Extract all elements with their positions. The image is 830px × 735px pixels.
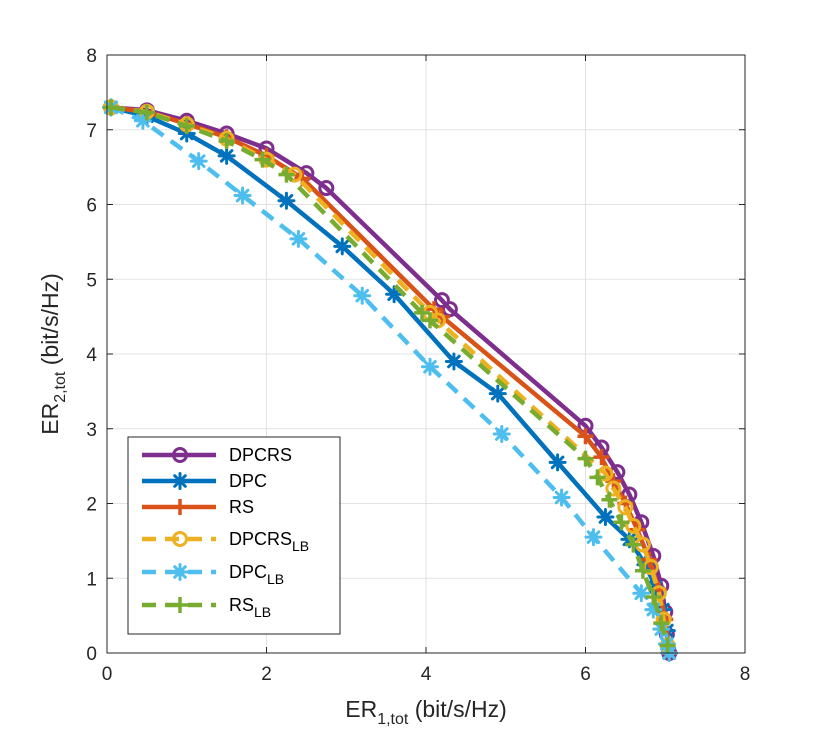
x-tick-label: 2 [261,664,272,685]
x-tick-label: 0 [102,664,113,685]
data-point-dpc-lb [353,286,372,305]
data-point-dpc-lb [133,111,152,130]
data-point-rs-lb [653,615,670,632]
data-point-dpcrs [433,292,450,309]
legend-marker [171,472,189,490]
x-tick-label: 4 [421,664,432,685]
data-point-dpc [385,285,404,304]
y-tick-label: 5 [86,270,97,291]
data-point-dpc [217,146,236,165]
legend-item-dpc: DPC [142,471,267,491]
data-point-rs-lb [659,637,676,654]
data-point-rs-lb [601,491,618,508]
legend-item-dpcrs: DPCRS [142,445,292,465]
legend-label: DPCRSLB [229,529,309,554]
legend-item-rs-lb: RSLB [142,595,271,620]
data-point-dpcrs [318,180,335,197]
y-tick-label: 4 [86,345,97,366]
y-axis-label: ER2,tot (bit/s/Hz) [37,273,69,434]
legend-marker [172,531,188,547]
data-point-rs [593,449,610,466]
data-point-rs-lb [218,132,235,149]
data-point-rs-lb [138,104,155,121]
data-point-dpc-lb [492,424,511,443]
y-tick-label: 2 [86,495,97,516]
x-tick-label: 6 [580,664,591,685]
legend-marker [172,447,188,463]
data-point-rs-lb [634,562,651,579]
data-point-rs-lb [625,536,642,553]
data-point-rs-lb [589,469,606,486]
data-point-rs-lb [577,450,594,467]
y-tick-label: 6 [86,196,97,217]
legend-label: DPCRS [229,445,292,465]
data-point-dpc [596,507,615,526]
data-point-dpc [444,352,463,371]
data-point-dpc-lb [584,528,603,547]
data-point-rs-lb [613,514,630,531]
x-axis-label: ER1,tot (bit/s/Hz) [345,696,506,728]
data-point-dpc [277,191,296,210]
data-point-dpc-lb [289,229,308,248]
y-tick-label: 8 [86,46,97,67]
y-tick-label: 1 [86,569,97,590]
series-layer [101,98,679,662]
legend-label: RS [229,497,254,517]
legend-label: DPCLB [229,562,284,587]
data-point-dpcrs-lb [605,480,622,497]
legend-label: RSLB [229,595,271,620]
data-point-dpc-lb [189,152,208,171]
data-point-rs-lb [102,99,119,116]
data-point-dpc-lb [233,186,252,205]
series-rs-lb [102,99,676,654]
x-tick-label: 8 [740,664,751,685]
y-tick-label: 3 [86,420,97,441]
y-tick-label: 7 [86,121,97,142]
data-point-dpcrs-lb [625,517,642,534]
data-point-dpc-lb [632,584,651,603]
data-point-rs-lb [421,312,438,329]
legend-item-dpcrs-lb: DPCRSLB [142,529,309,554]
legend-marker [171,563,189,581]
legend-item-rs: RS [142,497,254,517]
data-point-rs [577,428,594,445]
legend-box [127,436,341,635]
data-point-dpc [333,237,352,256]
axis-ticks: 0 2 4 6 8 0 1 2 3 4 5 6 7 8 [86,46,750,685]
data-point-rs-lb [414,304,431,321]
data-point-dpc [548,453,567,472]
y-tick-label: 0 [86,644,97,665]
data-point-dpcrs-lb [617,499,634,516]
legend-marker [172,499,188,515]
data-point-rs-lb [254,151,271,168]
data-point-dpc [488,384,507,403]
data-point-rs-lb [278,166,295,183]
data-point-dpc-lb [552,488,571,507]
data-point-rs-lb [178,118,195,135]
data-point-rs-lb [645,588,662,605]
series-line-dpcrs-lb [110,105,670,646]
legend-label: DPC [229,471,267,491]
legend-item-dpc-lb: DPCLB [142,562,284,587]
data-point-dpc-lb [420,357,439,376]
legend-marker [172,597,188,613]
